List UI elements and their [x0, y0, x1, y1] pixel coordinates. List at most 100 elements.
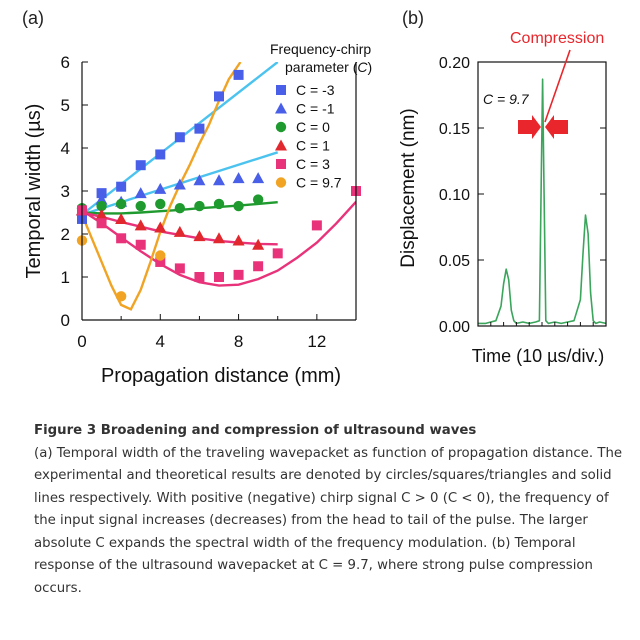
data-point-c-3 [96, 188, 107, 199]
figure-caption: Figure 3 Broadening and compression of u… [34, 420, 634, 600]
data-point-c-3 [311, 220, 322, 231]
y-tick-label-a: 1 [61, 268, 70, 287]
y-tick-label-a: 6 [61, 53, 70, 72]
y-tick-label-a: 3 [61, 182, 70, 201]
data-point-c-0 [135, 200, 146, 212]
legend-marker-c-3 [276, 159, 286, 169]
data-point-c-3 [116, 181, 127, 192]
data-point-c-3 [174, 263, 185, 274]
compression-arrow-left [518, 115, 541, 139]
legend-label-c-1: C = -1 [296, 101, 335, 117]
data-point-c-1 [154, 182, 167, 194]
chart-b: 0.00 0.05 0.10 0.15 0.20 Time (10 µs/div.) Dis… [398, 55, 607, 366]
x-tick-label-a: 12 [307, 332, 326, 351]
caption-body: (a) Temporal width of the traveling wave… [34, 445, 623, 596]
legend-label-c-3: C = -3 [296, 82, 335, 98]
data-point-c-3 [96, 218, 107, 229]
y-tick-label-b: 0.10 [439, 187, 470, 204]
y-tick-label-b: 0.05 [439, 253, 470, 270]
data-point-c-3 [174, 132, 185, 143]
data-point-c-1 [134, 187, 147, 199]
data-point-c-3 [194, 123, 205, 134]
fit-line-c-3 [82, 200, 356, 287]
data-point-c-1 [232, 234, 245, 246]
legend-title-line2: parameter (C) [285, 59, 372, 75]
legend-marker-c-3 [276, 85, 286, 95]
panel-a-label: (a) [22, 8, 44, 28]
y-axis-label-b: Displacement (nm) [398, 108, 419, 267]
data-point-c-0 [174, 203, 186, 214]
data-point-c-1 [252, 172, 265, 184]
data-point-c-0 [194, 200, 205, 212]
x-tick-label-a: 4 [156, 332, 165, 351]
data-point-c-9-7 [115, 291, 127, 302]
y-tick-label-a: 0 [61, 311, 70, 330]
legend-label-c-3: C = 3 [296, 156, 330, 172]
data-point-c-3 [214, 91, 224, 102]
data-point-c-3 [116, 233, 127, 244]
compression-label: Compression [510, 30, 604, 47]
y-tick-label-a: 5 [61, 96, 70, 115]
y-tick-label-a: 4 [61, 139, 70, 158]
data-point-c-1 [193, 230, 206, 242]
legend-label-c-0: C = 0 [296, 119, 330, 135]
c-value-label: C = 9.7 [483, 91, 530, 107]
data-point-c-1 [173, 178, 186, 190]
c-value-text: C = 9.7 [483, 91, 530, 107]
data-point-c-1 [193, 174, 206, 186]
data-point-c-3 [233, 69, 244, 80]
x-axis-label-b: Time (10 µs/div.) [472, 346, 604, 366]
x-tick-label-a: 8 [234, 332, 243, 351]
data-point-c-1 [95, 208, 108, 220]
data-point-c-1 [213, 174, 225, 186]
legend-label-c-9-7: C = 9.7 [296, 175, 342, 191]
y-tick-label-a: 2 [61, 225, 70, 244]
data-point-c-0 [96, 200, 107, 212]
legend-marker-c-0 [275, 121, 287, 133]
legend-title-line1: Frequency-chirp [270, 41, 371, 57]
caption-title: Figure 3 Broadening and compression of u… [34, 423, 477, 438]
data-point-c-1 [115, 212, 128, 224]
y-tick-label-b: 0.00 [439, 319, 470, 336]
legend-items: C = -3 C = -1 C = 0 C = 1 C = 3 C = 9.7 [275, 82, 342, 191]
legend-marker-c-9-7 [275, 177, 287, 188]
data-point-c-3 [233, 269, 244, 280]
legend-a: Frequency-chirp parameter (C) C = -3C = … [270, 41, 372, 191]
legend-marker-c-1 [275, 139, 287, 151]
legend-label-c-1: C = 1 [296, 138, 330, 154]
data-point-c-1 [252, 238, 265, 250]
data-point-c-3 [135, 239, 146, 250]
y-tick-label-b: 0.20 [439, 55, 470, 72]
data-point-c-0 [115, 198, 127, 210]
data-point-c-3 [214, 272, 224, 282]
x-tick-label-a: 0 [77, 332, 86, 351]
legend-title-prefix: parameter ( [285, 59, 358, 75]
data-point-c-1 [154, 221, 167, 233]
data-point-c-1 [134, 219, 147, 231]
x-axis-label-a: Propagation distance (mm) [101, 365, 341, 387]
compression-arrow-right [545, 115, 568, 139]
displacement-trace [478, 78, 607, 325]
data-point-c-3 [194, 272, 205, 282]
data-point-c-3 [155, 149, 166, 160]
legend-title-symbol: C [357, 59, 368, 75]
data-point-c-0 [233, 200, 244, 212]
legend-marker-c-1 [275, 102, 287, 114]
data-point-c-0 [155, 198, 166, 210]
legend-title-close: ) [367, 59, 372, 75]
data-point-c-0 [213, 198, 225, 210]
data-point-c-1 [213, 232, 225, 244]
data-point-c-3 [253, 261, 264, 272]
panel-b-label: (b) [402, 8, 424, 28]
data-point-c-3 [155, 256, 166, 267]
data-point-c-3 [135, 160, 146, 171]
data-point-c-1 [232, 172, 245, 184]
data-point-c-0 [252, 194, 264, 205]
y-tick-label-b: 0.15 [439, 121, 470, 138]
data-point-c-1 [173, 225, 186, 237]
compression-pointer-line [544, 49, 571, 123]
data-point-c-9-7 [155, 250, 166, 261]
y-axis-label-a: Temporal width (µs) [23, 104, 45, 279]
